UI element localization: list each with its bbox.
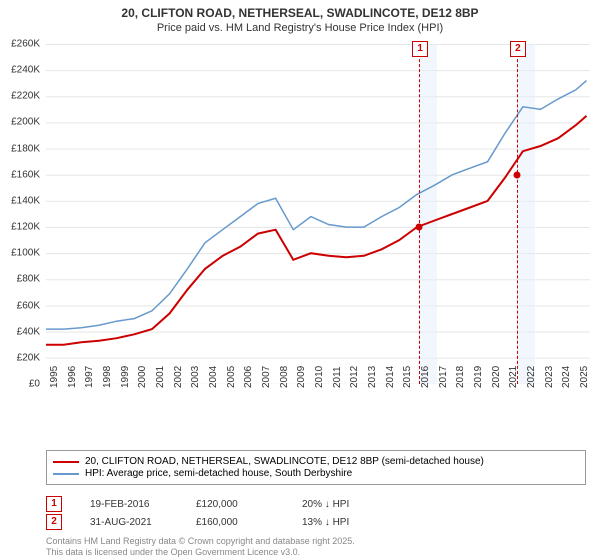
y-axis-tick: £180K [0,143,40,154]
y-axis-tick: £0 [0,379,40,390]
y-axis-tick: £100K [0,248,40,259]
y-axis-tick: £80K [0,274,40,285]
x-axis-tick: 2000 [137,366,148,388]
x-axis-tick: 2018 [455,366,466,388]
x-axis-tick: 2025 [579,366,590,388]
marker-dot [513,171,520,178]
x-axis-tick: 1995 [49,366,60,388]
y-axis-tick: £140K [0,195,40,206]
footer-line1: Contains HM Land Registry data © Crown c… [46,536,355,547]
transaction-date: 19-FEB-2016 [90,499,168,510]
x-axis-tick: 2005 [226,366,237,388]
y-axis-tick: £120K [0,222,40,233]
x-axis-tick: 2003 [190,366,201,388]
transaction-row: 1 19-FEB-2016 £120,000 20% ↓ HPI [46,496,380,512]
legend-label: HPI: Average price, semi-detached house,… [85,468,352,479]
x-axis-tick: 2024 [561,366,572,388]
y-axis-tick: £260K [0,39,40,50]
footer-attribution: Contains HM Land Registry data © Crown c… [46,536,355,558]
x-axis-tick: 2004 [208,366,219,388]
x-axis-tick: 2013 [367,366,378,388]
x-axis-tick: 2022 [526,366,537,388]
y-axis-tick: £160K [0,169,40,180]
y-axis-tick: £60K [0,300,40,311]
x-axis-tick: 2017 [438,366,449,388]
y-axis-tick: £220K [0,91,40,102]
x-axis-tick: 2010 [314,366,325,388]
x-axis-tick: 2014 [385,366,396,388]
legend-item: HPI: Average price, semi-detached house,… [53,468,579,479]
transaction-marker: 1 [46,496,62,512]
transaction-marker: 2 [46,514,62,530]
legend-label: 20, CLIFTON ROAD, NETHERSEAL, SWADLINCOT… [85,456,484,467]
chart-title-line2: Price paid vs. HM Land Registry's House … [0,22,600,38]
transaction-price: £160,000 [196,517,274,528]
legend-swatch [53,461,79,463]
transaction-date: 31-AUG-2021 [90,517,168,528]
chart-area: £0£20K£40K£60K£80K£100K£120K£140K£160K£1… [46,44,590,414]
y-axis-tick: £240K [0,65,40,76]
y-axis-tick: £20K [0,352,40,363]
marker-label: 1 [412,41,428,57]
marker-vline [517,44,518,384]
transaction-row: 2 31-AUG-2021 £160,000 13% ↓ HPI [46,514,380,530]
x-axis-tick: 2015 [402,366,413,388]
x-axis-tick: 2016 [420,366,431,388]
legend-item: 20, CLIFTON ROAD, NETHERSEAL, SWADLINCOT… [53,456,579,467]
legend-swatch [53,473,79,475]
series-hpi [46,81,587,330]
transaction-delta: 20% ↓ HPI [302,499,380,510]
transaction-delta: 13% ↓ HPI [302,517,380,528]
x-axis-tick: 1996 [67,366,78,388]
x-axis-tick: 1997 [84,366,95,388]
chart-title-line1: 20, CLIFTON ROAD, NETHERSEAL, SWADLINCOT… [0,0,600,22]
y-axis-tick: £200K [0,117,40,128]
x-axis-tick: 2011 [332,366,343,388]
marker-label: 2 [510,41,526,57]
x-axis-tick: 2002 [173,366,184,388]
footer-line2: This data is licensed under the Open Gov… [46,547,355,558]
x-axis-tick: 2008 [279,366,290,388]
chart-lines [46,44,590,384]
x-axis-tick: 2001 [155,366,166,388]
marker-vline [419,44,420,384]
x-axis-tick: 2009 [296,366,307,388]
marker-dot [416,224,423,231]
x-axis-tick: 2007 [261,366,272,388]
transaction-table: 1 19-FEB-2016 £120,000 20% ↓ HPI 2 31-AUG-202… [46,494,380,532]
x-axis-tick: 2019 [473,366,484,388]
transaction-price: £120,000 [196,499,274,510]
y-axis-tick: £40K [0,326,40,337]
x-axis-tick: 1999 [120,366,131,388]
x-axis-tick: 2020 [491,366,502,388]
x-axis-tick: 2023 [544,366,555,388]
x-axis-tick: 1998 [102,366,113,388]
x-axis-tick: 2006 [243,366,254,388]
legend: 20, CLIFTON ROAD, NETHERSEAL, SWADLINCOT… [46,450,586,485]
series-price_paid [46,116,587,345]
x-axis-tick: 2012 [349,366,360,388]
